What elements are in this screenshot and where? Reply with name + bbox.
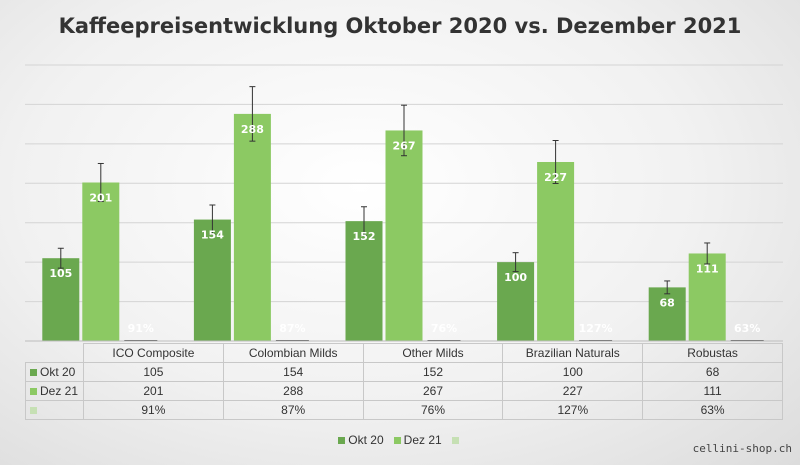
- bar-dez21: [385, 130, 423, 341]
- table-cell: 100: [502, 362, 644, 382]
- chart-title: Kaffeepreisentwicklung Oktober 2020 vs. …: [58, 14, 742, 38]
- data-label: 201: [89, 191, 112, 204]
- legend-item: [451, 433, 462, 447]
- table-cell: 201: [83, 381, 224, 401]
- table-cell: 152: [362, 362, 504, 382]
- error-bars-group: [57, 86, 711, 295]
- legend-swatch: [338, 437, 346, 445]
- data-label: 100: [504, 271, 527, 284]
- table-category-header: Colombian Milds: [222, 343, 364, 363]
- table-row: Dez 21 201 288 267 227 111: [25, 381, 783, 401]
- table-category-header: Robustas: [642, 343, 783, 363]
- table-row-header: Okt 20: [25, 362, 84, 382]
- data-labels-group: 105 201 91% 154 288 87% 152 267 76% 100 227 127% 68 1…: [49, 123, 760, 335]
- percent-label: 63%: [734, 322, 760, 335]
- table-cell: 267: [362, 381, 504, 401]
- data-label: 288: [241, 123, 264, 136]
- table-cell: 288: [222, 381, 364, 401]
- table-cell: 154: [222, 362, 364, 382]
- series-name: Okt 20: [40, 365, 76, 379]
- data-label: 154: [201, 229, 224, 242]
- percent-label: 87%: [279, 322, 305, 335]
- table-row: 91% 87% 76% 127% 63%: [25, 400, 783, 420]
- table-cell: 105: [83, 362, 224, 382]
- table-cell: 76%: [362, 400, 504, 420]
- table-category-header: ICO Composite: [83, 343, 224, 363]
- table-cell: 68: [642, 362, 783, 382]
- table-cell: 227: [502, 381, 644, 401]
- bar-okt20: [345, 221, 383, 341]
- table-cell: 87%: [222, 400, 364, 420]
- table-row-header: Dez 21: [25, 381, 84, 401]
- legend-item: Okt 20: [338, 433, 384, 447]
- bars-group: [42, 113, 764, 342]
- percent-label: 76%: [431, 322, 457, 335]
- table-header-row: ICO Composite Colombian Milds Other Milds B…: [25, 343, 783, 363]
- table-cell: 63%: [642, 400, 783, 420]
- table-cell: 91%: [83, 400, 224, 420]
- data-label: 68: [660, 296, 675, 309]
- watermark: cellini-shop.ch: [692, 442, 792, 455]
- bar-okt20: [497, 262, 535, 341]
- data-label: 152: [353, 230, 376, 243]
- bar-dez21: [82, 182, 120, 341]
- series-swatch: [30, 369, 37, 377]
- table-row: Okt 20 105 154 152 100 68: [25, 362, 783, 382]
- bar-okt20: [42, 258, 80, 341]
- legend-swatch: [451, 437, 459, 445]
- percent-label: 127%: [579, 322, 613, 335]
- series-name: Dez 21: [40, 384, 79, 398]
- percent-label: 91%: [128, 322, 154, 335]
- legend-label: Okt 20: [348, 433, 384, 447]
- bar-dez21: [233, 113, 271, 342]
- table-row-header: [25, 400, 84, 420]
- series-swatch: [30, 407, 37, 415]
- bar-okt20: [193, 219, 231, 341]
- legend-label: Dez 21: [403, 433, 442, 447]
- data-label: 111: [696, 262, 719, 275]
- chart-plot-area: 105 201 91% 154 288 87% 152 267 76% 100 227 127% 68 1…: [25, 64, 783, 342]
- bar-dez21: [537, 161, 575, 341]
- series-swatch: [30, 388, 37, 396]
- data-table: ICO Composite Colombian Milds Other Milds B…: [25, 343, 783, 420]
- legend-swatch: [393, 437, 401, 445]
- bar-dez21: [688, 253, 726, 341]
- data-label: 105: [49, 267, 72, 280]
- table-cell: 111: [642, 381, 783, 401]
- table-category-header: Other Milds: [362, 343, 504, 363]
- bar-okt20: [648, 287, 686, 341]
- legend: Okt 20 Dez 21: [0, 433, 800, 447]
- table-category-header: Brazilian Naturals: [502, 343, 644, 363]
- data-label: 267: [393, 139, 416, 152]
- table-corner-cell: [25, 343, 84, 363]
- legend-item: Dez 21: [393, 433, 442, 447]
- table-cell: 127%: [502, 400, 644, 420]
- data-label: 227: [544, 171, 567, 184]
